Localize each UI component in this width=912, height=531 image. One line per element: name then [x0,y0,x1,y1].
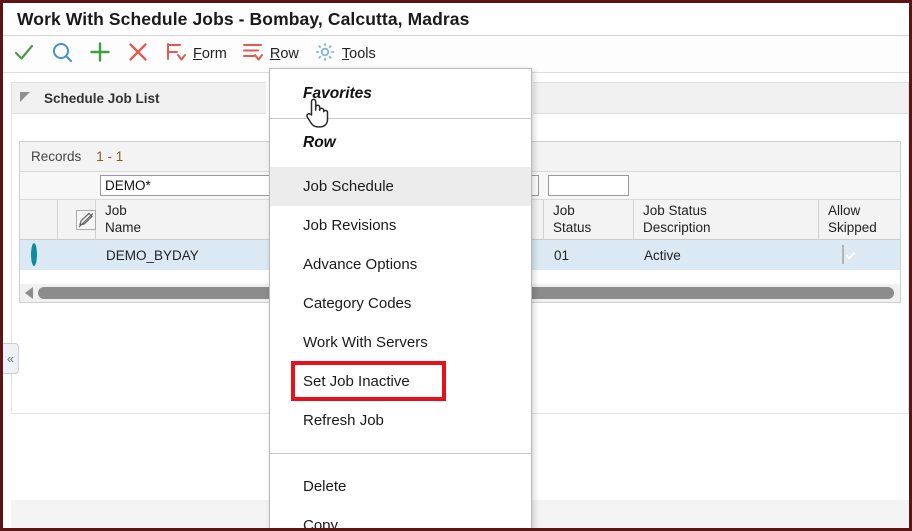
col-header-job-status-desc-l2: Description [643,219,711,235]
scroll-left-arrow-icon[interactable] [25,287,33,299]
add-button[interactable] [81,36,119,73]
row-icon [241,40,265,69]
menu-spacer [270,440,531,453]
form-menu-label: Form [193,46,227,62]
job-status-filter-input[interactable] [548,175,629,196]
menu-item-refresh-job[interactable]: Refresh Job [303,412,384,429]
menu-section-row: Row [303,134,336,151]
col-header-allow-skipped-l2: Skipped [828,219,877,235]
col-header-job-name-l1: Job [105,203,127,219]
cell-job-name: DEMO_BYDAY [106,247,199,263]
col-header-job-status-desc-l1: Job Status [643,203,707,219]
col-header-edit [58,200,96,239]
form-icon [164,40,188,69]
col-header-job-name-l2: Name [105,219,142,235]
menu-item-job-revisions[interactable]: Job Revisions [303,217,397,234]
close-x-icon [126,40,150,69]
col-header-job-status-desc[interactable]: Job Status Description [634,200,819,239]
col-header-select [20,200,58,239]
records-range: 1 - 1 [96,149,124,164]
cell-job-status-desc: Active [644,247,681,263]
tools-menu-button[interactable]: Tools [306,36,383,73]
tools-menu-label: Tools [341,46,376,62]
schedule-job-list-header-right [533,82,909,114]
ok-button[interactable] [3,36,43,73]
col-header-allow-skipped-l1: Allow [828,203,861,219]
mouse-cursor-hand-icon [303,95,331,134]
menu-spacer-2 [270,454,531,467]
menu-divider [270,118,531,119]
menu-item-job-schedule[interactable]: Job Schedule [270,167,531,206]
qbe-job-status-cell [544,175,634,196]
cell-job-status: 01 [554,247,570,263]
col-header-job-status-l1: Job [553,203,575,219]
menu-item-category-codes[interactable]: Category Codes [303,295,412,312]
menu-divider-bottom [270,453,531,454]
col-header-allow-skipped[interactable]: Allow Skipped [819,200,902,239]
col-header-job-status[interactable]: Job Status [544,200,634,239]
row-select-cell[interactable] [20,243,58,266]
menu-item-delete[interactable]: Delete [303,478,347,495]
triangle-collapse-icon[interactable] [20,92,30,102]
cell-allow-skipped [819,245,902,264]
plus-icon [88,40,112,69]
pencil-edit-icon [76,209,96,230]
find-button[interactable] [43,36,81,73]
schedule-job-list-header[interactable]: Schedule Job List [11,82,266,114]
col-header-job-status-l2: Status [553,219,592,235]
row-menu-label: Row [269,46,299,62]
records-label: Records [31,149,82,164]
menu-item-copy[interactable]: Copy [303,517,339,531]
menu-item-set-job-inactive[interactable]: Set Job Inactive [303,373,410,390]
menu-item-work-with-servers[interactable]: Work With Servers [303,334,428,351]
panel-title: Schedule Job List [44,90,160,106]
row-menu-button[interactable]: Row [234,36,306,73]
col-header-job-name[interactable]: Job Name [96,200,544,239]
gear-icon [313,40,337,69]
sidebar-collapse-handle[interactable]: « [3,343,19,374]
window-titlebar: Work With Schedule Jobs - Bombay, Calcut… [3,3,909,36]
search-icon [50,40,74,69]
delete-button[interactable] [119,36,157,73]
menu-item-advance-options[interactable]: Advance Options [303,256,418,273]
page-title: Work With Schedule Jobs - Bombay, Calcut… [17,8,470,29]
row-radio-icon[interactable] [31,243,37,266]
allow-skipped-checkbox[interactable] [842,245,844,264]
row-dropdown-menu: Favorites Row Job Schedule Job Revisions… [269,68,532,531]
menu-section-favorites: Favorites [303,84,372,102]
check-icon [12,40,36,69]
form-menu-button[interactable]: Form [157,36,234,73]
